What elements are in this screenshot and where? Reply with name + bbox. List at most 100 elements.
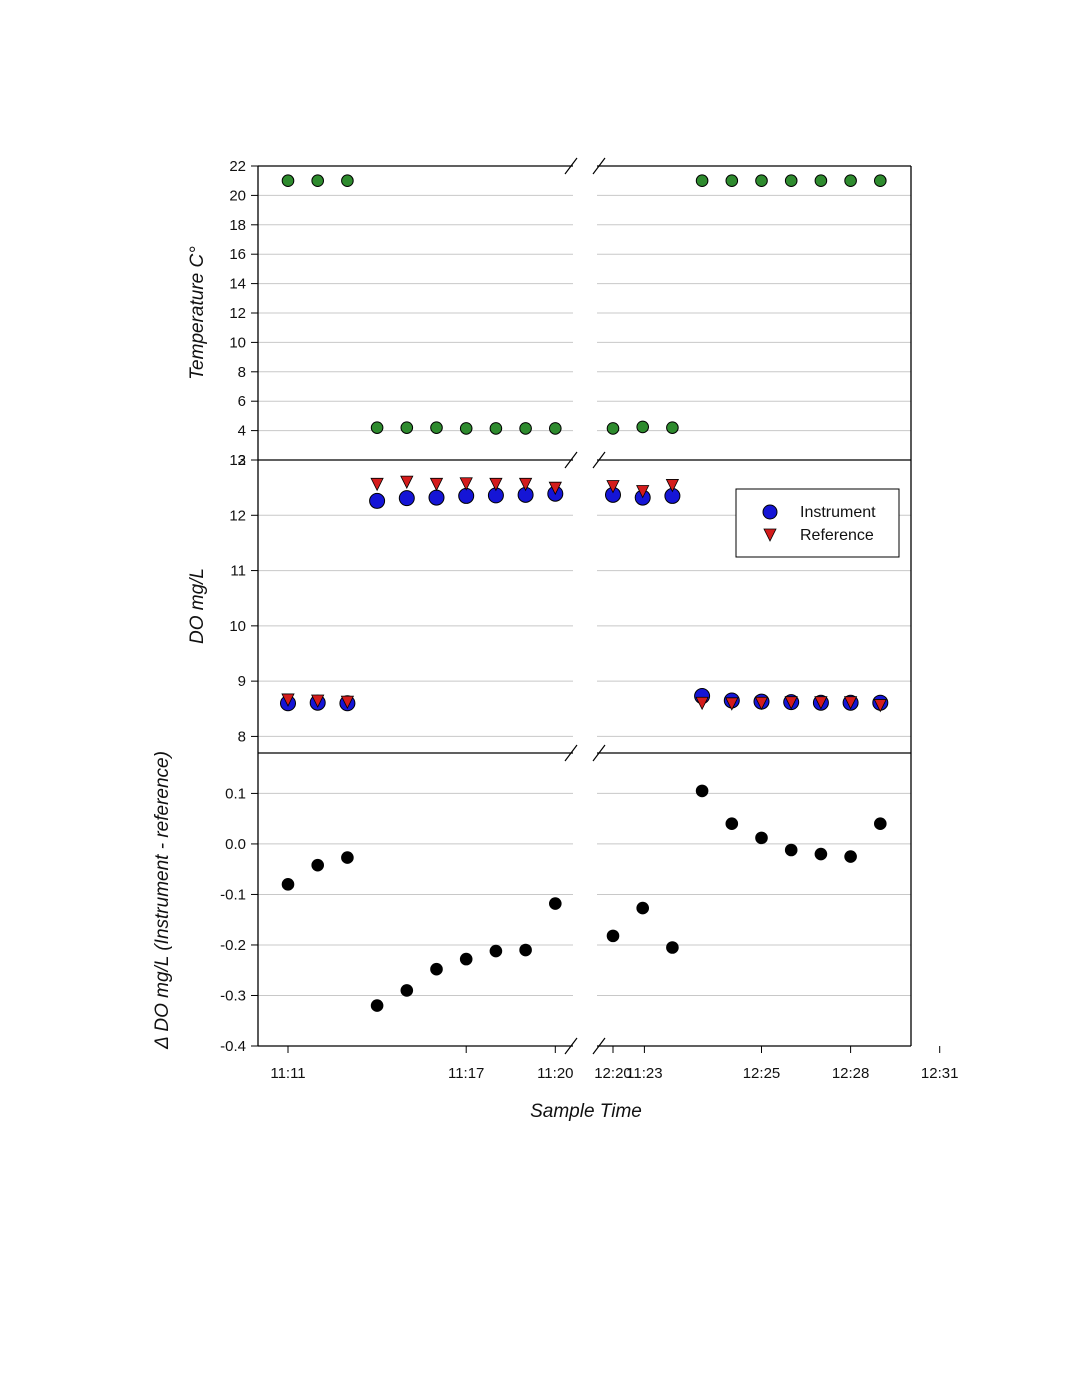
do-point-reference — [518, 477, 533, 492]
x-tick-label: 11:17 — [448, 1065, 484, 1082]
legend-label-reference: Reference — [800, 527, 874, 544]
y-tick-label: 0.1 — [225, 785, 246, 802]
y-tick-label: 12 — [229, 305, 246, 322]
do-point-instrument — [458, 487, 475, 504]
delta-point — [400, 984, 414, 997]
delta-point — [666, 941, 679, 954]
axis-break-mark — [592, 744, 606, 762]
do-point-instrument — [369, 492, 386, 509]
do-point-reference — [370, 477, 384, 492]
y-tick-label: 10 — [229, 618, 246, 635]
delta-point — [636, 901, 650, 915]
axis-break-mark — [592, 1037, 606, 1055]
axis-break-mark — [564, 1037, 578, 1055]
axis-break-mark — [592, 451, 606, 469]
do-point-reference — [784, 696, 798, 710]
delta-point — [459, 952, 473, 966]
y-tick-label: -0.2 — [220, 937, 246, 954]
tick-labels: 2 4 6 8 10 12 14 16 18 20 22 8 9 10 11 12 13 -0.4 -0.3 -0.2… — [220, 158, 958, 1082]
delta-point — [281, 878, 295, 891]
delta-point — [489, 944, 503, 958]
temperature-point — [725, 174, 739, 187]
y-tick-label: 22 — [229, 158, 246, 175]
delta-point — [695, 784, 709, 798]
y-tick-label: 0.0 — [225, 836, 246, 853]
legend-box — [735, 488, 900, 558]
delta-point — [370, 999, 384, 1012]
do-point-reference — [725, 697, 739, 711]
temperature-point — [489, 422, 503, 435]
do-point-reference — [665, 479, 680, 493]
do-point-reference — [873, 699, 887, 713]
do-point-reference — [489, 477, 503, 492]
x-tick-label: 11:23 — [626, 1065, 662, 1082]
do-point-reference — [695, 696, 709, 711]
y-axis-title-do: DO mg/L — [187, 568, 208, 644]
axis-break-mark — [592, 157, 606, 175]
y-tick-label: 8 — [238, 364, 246, 381]
y-tick-label: 12 — [229, 507, 246, 524]
do-point-instrument — [428, 489, 445, 506]
x-tick-label: 11:20 — [537, 1065, 573, 1082]
plot-frame — [257, 157, 912, 1055]
temperature-point — [311, 174, 325, 187]
legend-marker-instrument — [762, 504, 778, 520]
y-tick-label: 20 — [229, 187, 246, 204]
do-point-reference — [459, 477, 473, 491]
temperature-point — [784, 174, 798, 187]
temperature-point — [606, 422, 620, 435]
y-tick-label: 4 — [238, 423, 246, 440]
temperature-point — [666, 421, 679, 434]
do-point-reference — [311, 694, 325, 708]
legend: Instrument Reference — [735, 488, 900, 558]
y-tick-label: 8 — [238, 728, 246, 745]
do-point-reference — [843, 696, 858, 710]
delta-point — [844, 850, 857, 863]
do-point-reference — [754, 696, 769, 711]
y-tick-label: 11 — [230, 563, 246, 580]
y-axis-title-temperature: Temperature C° — [187, 246, 208, 380]
delta-point — [549, 897, 562, 910]
y-tick-label: 14 — [229, 276, 246, 293]
do-point-reference — [606, 480, 620, 494]
y-tick-label: 6 — [238, 393, 246, 410]
delta-point — [874, 817, 887, 831]
temperature-point — [459, 422, 473, 435]
do-point-reference — [548, 481, 562, 496]
y-tick-label: -0.3 — [220, 987, 246, 1004]
temperature-point — [341, 174, 354, 187]
do-point-reference — [400, 475, 414, 490]
do-point-reference — [340, 695, 355, 710]
x-tick-label: 12:25 — [743, 1065, 781, 1082]
y-tick-label: 18 — [229, 217, 246, 234]
delta-point — [430, 962, 443, 976]
y-tick-label: -0.4 — [220, 1038, 246, 1055]
do-point-reference — [636, 485, 650, 499]
temperature-point — [370, 421, 384, 434]
x-tick-label: 12:31 — [921, 1065, 959, 1082]
delta-point — [814, 847, 828, 861]
legend-label-instrument: Instrument — [800, 504, 876, 521]
temperature-point — [430, 421, 443, 434]
temperature-point — [519, 422, 532, 435]
temperature-point — [755, 174, 768, 187]
temperature-point — [549, 422, 562, 435]
do-point-instrument — [398, 490, 415, 507]
x-tick-label: 12:20 — [594, 1065, 632, 1082]
y-axis-title-delta-do: Δ DO mg/L (Instrument - reference) — [152, 751, 173, 1050]
data-marks — [280, 174, 889, 1012]
axis-ticks — [251, 165, 941, 1053]
legend-marker-reference — [763, 528, 777, 542]
do-point-reference — [281, 693, 295, 707]
temperature-point — [281, 174, 295, 187]
x-tick-label: 12:28 — [832, 1065, 870, 1082]
temperature-point — [400, 421, 414, 434]
y-tick-label: 16 — [229, 246, 246, 263]
delta-point — [519, 943, 532, 957]
temperature-point — [844, 174, 857, 187]
temperature-point — [874, 174, 887, 187]
delta-point — [725, 817, 739, 831]
y-tick-label: 10 — [229, 334, 246, 351]
y-tick-label: 9 — [238, 673, 246, 690]
